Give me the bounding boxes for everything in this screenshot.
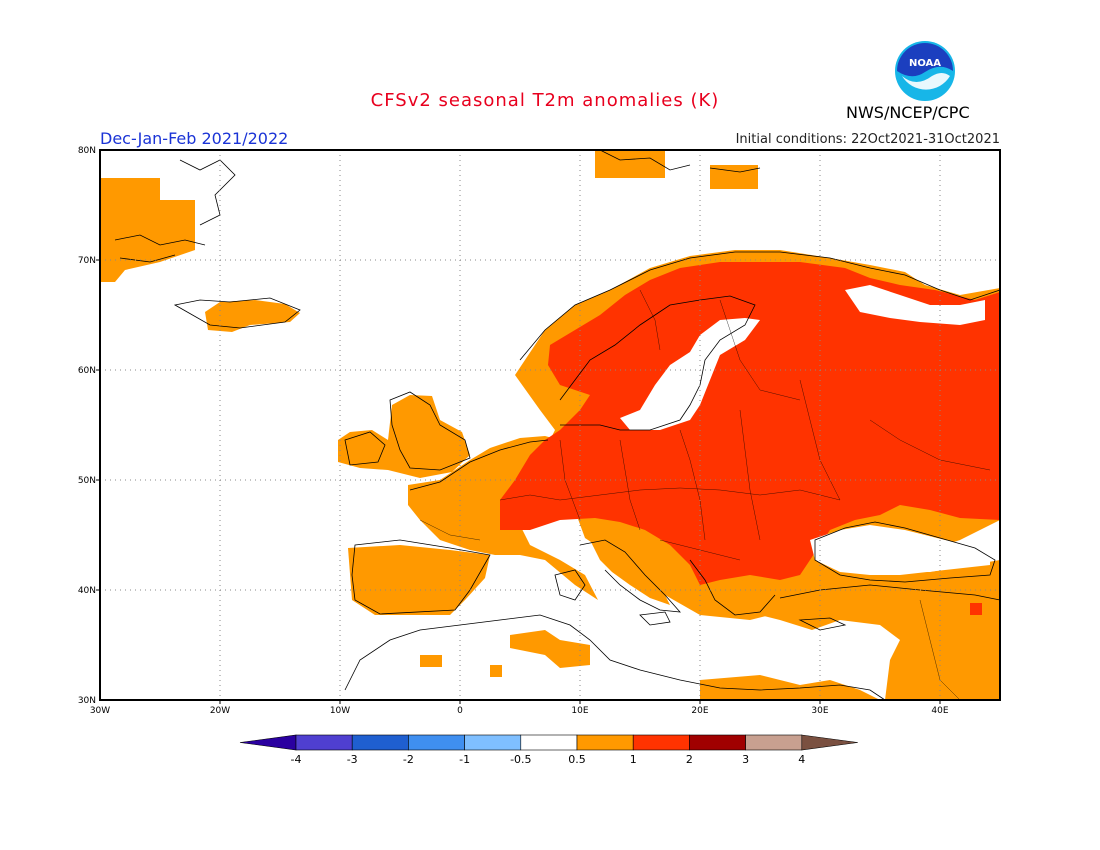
axis-labels: 30W 20W 10W 0 10E 20E 30E 40E 80N 70N 60… (78, 146, 949, 716)
colorbar-label: -0.5 (510, 753, 531, 766)
anomaly-black-sea-neutral (810, 525, 990, 575)
coastlines (114, 149, 1001, 701)
colorbar-segment (745, 734, 803, 751)
lat-tick-label: 30N (78, 696, 96, 706)
colorbar-segment (801, 734, 858, 751)
map-frame (99, 149, 1001, 701)
anomaly-core-1to2 (500, 262, 1000, 585)
lon-tick-label: 10W (330, 706, 350, 716)
colorbar-segment (689, 734, 746, 751)
lat-tick-label: 40N (78, 586, 96, 596)
colorbar-label: 2 (686, 753, 693, 766)
anomaly-british-isles (338, 395, 470, 478)
anomaly-north-africa-3 (420, 655, 442, 667)
lon-tick-label: 20E (691, 706, 708, 716)
anomaly-barents-neutral (845, 285, 985, 325)
colorbar-segment (576, 734, 634, 751)
lon-tick-label: 30W (90, 706, 110, 716)
noaa-logo-text: NOAA (909, 58, 941, 69)
anomaly-greenland (100, 178, 195, 282)
lon-tick-label: 10E (571, 706, 588, 716)
colorbar-label: -2 (403, 753, 414, 766)
colorbar-label: 0.5 (568, 753, 586, 766)
anomaly-iceland (205, 300, 300, 332)
season-label: Dec-Jan-Feb 2021/2022 (100, 129, 289, 148)
anomaly-fields (100, 150, 1000, 700)
lon-tick-label: 30E (811, 706, 828, 716)
colorbar-segment (408, 734, 465, 751)
axis-ticks (96, 259, 941, 704)
anomaly-balkans-turkey (690, 560, 1000, 700)
colorbar-label: 1 (630, 753, 637, 766)
anomaly-local-hotspot (970, 603, 982, 615)
lon-tick-label: 0 (457, 706, 463, 716)
gridlines (100, 150, 1000, 700)
anomaly-north-africa-2 (700, 675, 880, 700)
colorbar-label: 3 (742, 753, 749, 766)
colorbar: -4 -3 -2 -1 -0.5 0.5 1 2 3 4 (239, 734, 858, 766)
anomaly-svalbard (595, 150, 665, 178)
colorbar-segment (632, 734, 690, 751)
lon-tick-label: 20W (210, 706, 230, 716)
colorbar-segment (464, 734, 522, 751)
anomaly-iberia (348, 545, 490, 615)
colorbar-label: -3 (347, 753, 358, 766)
lat-tick-label: 70N (78, 256, 96, 266)
lat-tick-label: 80N (78, 146, 96, 156)
colorbar-segment (239, 734, 297, 751)
colorbar-segment (351, 734, 409, 751)
noaa-logo: NOAA (895, 41, 955, 101)
colorbar-label: 4 (798, 753, 805, 766)
chart-title: CFSv2 seasonal T2m anomalies (K) (370, 90, 720, 111)
anomaly-baltic-neutral (620, 318, 760, 430)
anomaly-north-africa-4 (490, 665, 502, 677)
colorbar-segment (520, 734, 578, 751)
lat-tick-label: 60N (78, 366, 96, 376)
anomaly-italy (590, 540, 670, 605)
lon-tick-label: 40E (931, 706, 948, 716)
colorbar-label: -1 (459, 753, 470, 766)
agency-label: NWS/NCEP/CPC (846, 103, 970, 122)
initial-conditions-label: Initial conditions: 22Oct2021-31Oct2021 (735, 132, 1000, 147)
lat-tick-label: 50N (78, 476, 96, 486)
anomaly-north-africa-1 (510, 630, 590, 668)
colorbar-segment (295, 734, 353, 751)
colorbar-label: -4 (291, 753, 302, 766)
